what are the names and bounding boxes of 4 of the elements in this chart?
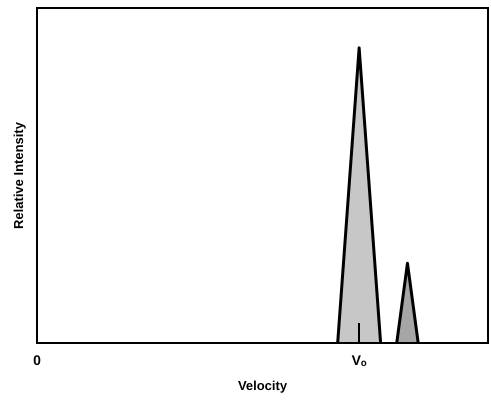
x-axis-title: Velocity [238,378,288,393]
y-axis-title: Relative Intensity [11,121,26,229]
x-tick-label: 0 [33,352,42,368]
x-tick-label: Vₒ [352,352,367,368]
